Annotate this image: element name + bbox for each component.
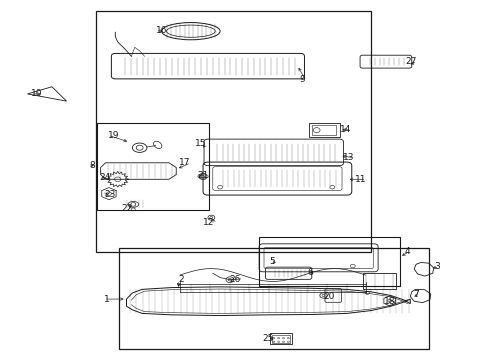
Text: 7: 7 bbox=[412, 289, 418, 298]
Bar bbox=[269, 333, 292, 344]
Text: 27: 27 bbox=[405, 57, 416, 66]
Text: 19: 19 bbox=[108, 131, 119, 140]
Text: 9: 9 bbox=[299, 75, 305, 84]
Ellipse shape bbox=[209, 217, 212, 219]
Text: 6: 6 bbox=[306, 268, 312, 277]
Bar bbox=[362, 273, 395, 289]
Bar bbox=[308, 123, 339, 137]
Text: 8: 8 bbox=[89, 161, 95, 170]
Text: 16: 16 bbox=[156, 26, 167, 35]
Text: 5: 5 bbox=[268, 257, 274, 266]
Ellipse shape bbox=[228, 278, 231, 281]
Text: 21: 21 bbox=[197, 171, 209, 180]
Bar bbox=[259, 237, 399, 286]
Text: 20: 20 bbox=[323, 292, 334, 301]
Bar bbox=[96, 12, 370, 252]
Text: 13: 13 bbox=[342, 153, 353, 162]
Text: 24: 24 bbox=[99, 173, 110, 182]
Text: 3: 3 bbox=[433, 262, 439, 271]
Text: 22: 22 bbox=[121, 204, 132, 213]
Text: 1: 1 bbox=[104, 294, 110, 303]
Text: 17: 17 bbox=[179, 158, 190, 167]
Text: 4: 4 bbox=[404, 247, 409, 256]
Text: 11: 11 bbox=[354, 175, 366, 184]
Text: 10: 10 bbox=[31, 89, 42, 98]
Text: 26: 26 bbox=[228, 275, 240, 284]
Text: 25: 25 bbox=[262, 334, 273, 343]
Bar bbox=[119, 248, 428, 348]
Bar bbox=[97, 123, 209, 211]
Text: 18: 18 bbox=[384, 297, 395, 306]
Text: 12: 12 bbox=[203, 218, 214, 227]
Bar bbox=[311, 126, 335, 135]
Text: 15: 15 bbox=[195, 139, 206, 148]
Text: 2: 2 bbox=[178, 275, 184, 284]
Text: 23: 23 bbox=[104, 190, 115, 199]
Bar bbox=[271, 335, 290, 343]
Text: 14: 14 bbox=[340, 125, 351, 134]
